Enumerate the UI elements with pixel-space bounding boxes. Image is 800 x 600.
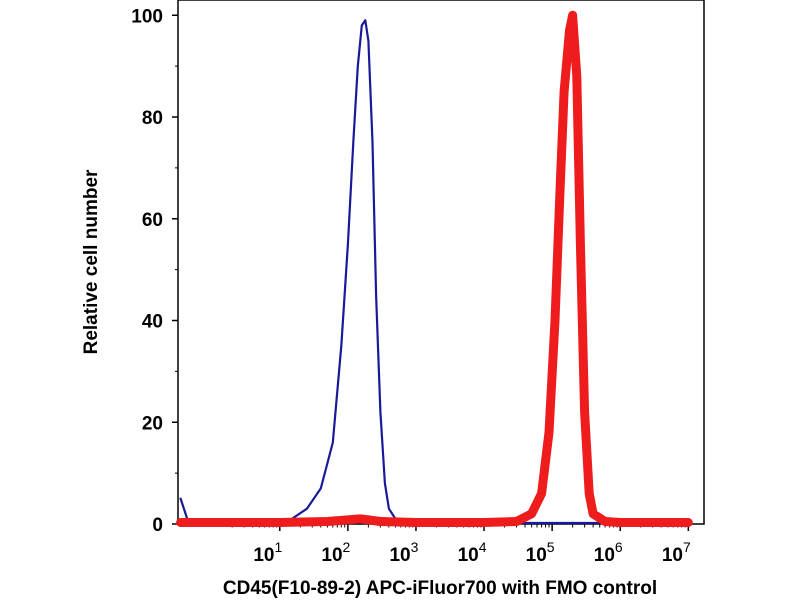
x-tick-label: 101	[253, 539, 282, 566]
x-tick-base: 10	[253, 545, 274, 566]
x-axis-ticks: 101 102 103 104 105 106 107	[231, 524, 691, 566]
x-tick-label: 106	[594, 539, 623, 566]
series-group	[176, 10, 693, 527]
y-axis-title: Relative cell number	[81, 169, 102, 354]
x-tick-exponent: 2	[343, 539, 351, 555]
x-tick-base: 10	[662, 545, 683, 566]
x-tick-exponent: 6	[615, 539, 623, 555]
y-tick-label: 20	[142, 413, 163, 434]
x-tick-base: 10	[594, 545, 615, 566]
plot-frame	[177, 0, 705, 525]
x-tick-base: 10	[458, 545, 479, 566]
y-tick-label: 100	[131, 6, 163, 27]
x-tick-label: 107	[662, 539, 691, 566]
x-tick-label: 104	[458, 539, 487, 566]
x-tick-base: 10	[526, 545, 547, 566]
x-tick-label: 103	[389, 539, 418, 566]
x-tick-base: 10	[389, 545, 410, 566]
series-line-1	[179, 19, 690, 525]
x-tick-exponent: 3	[411, 539, 419, 555]
x-axis-title: CD45(F10-89-2) APC-iFluor700 with FMO co…	[223, 578, 657, 599]
y-tick-label: 80	[142, 108, 163, 129]
series-line-2	[176, 10, 693, 527]
x-tick-label: 105	[526, 539, 555, 566]
x-tick-exponent: 7	[683, 539, 691, 555]
x-tick-exponent: 4	[479, 539, 487, 555]
x-tick-base: 10	[321, 545, 342, 566]
y-tick-label: 40	[142, 312, 163, 333]
x-tick-exponent: 5	[547, 539, 555, 555]
x-tick-label: 102	[321, 539, 350, 566]
y-axis-ticks: 0 20 40 60 80 100	[131, 6, 178, 536]
x-tick-exponent: 1	[274, 539, 282, 555]
y-tick-label: 60	[142, 210, 163, 231]
y-tick-label: 0	[152, 515, 163, 536]
